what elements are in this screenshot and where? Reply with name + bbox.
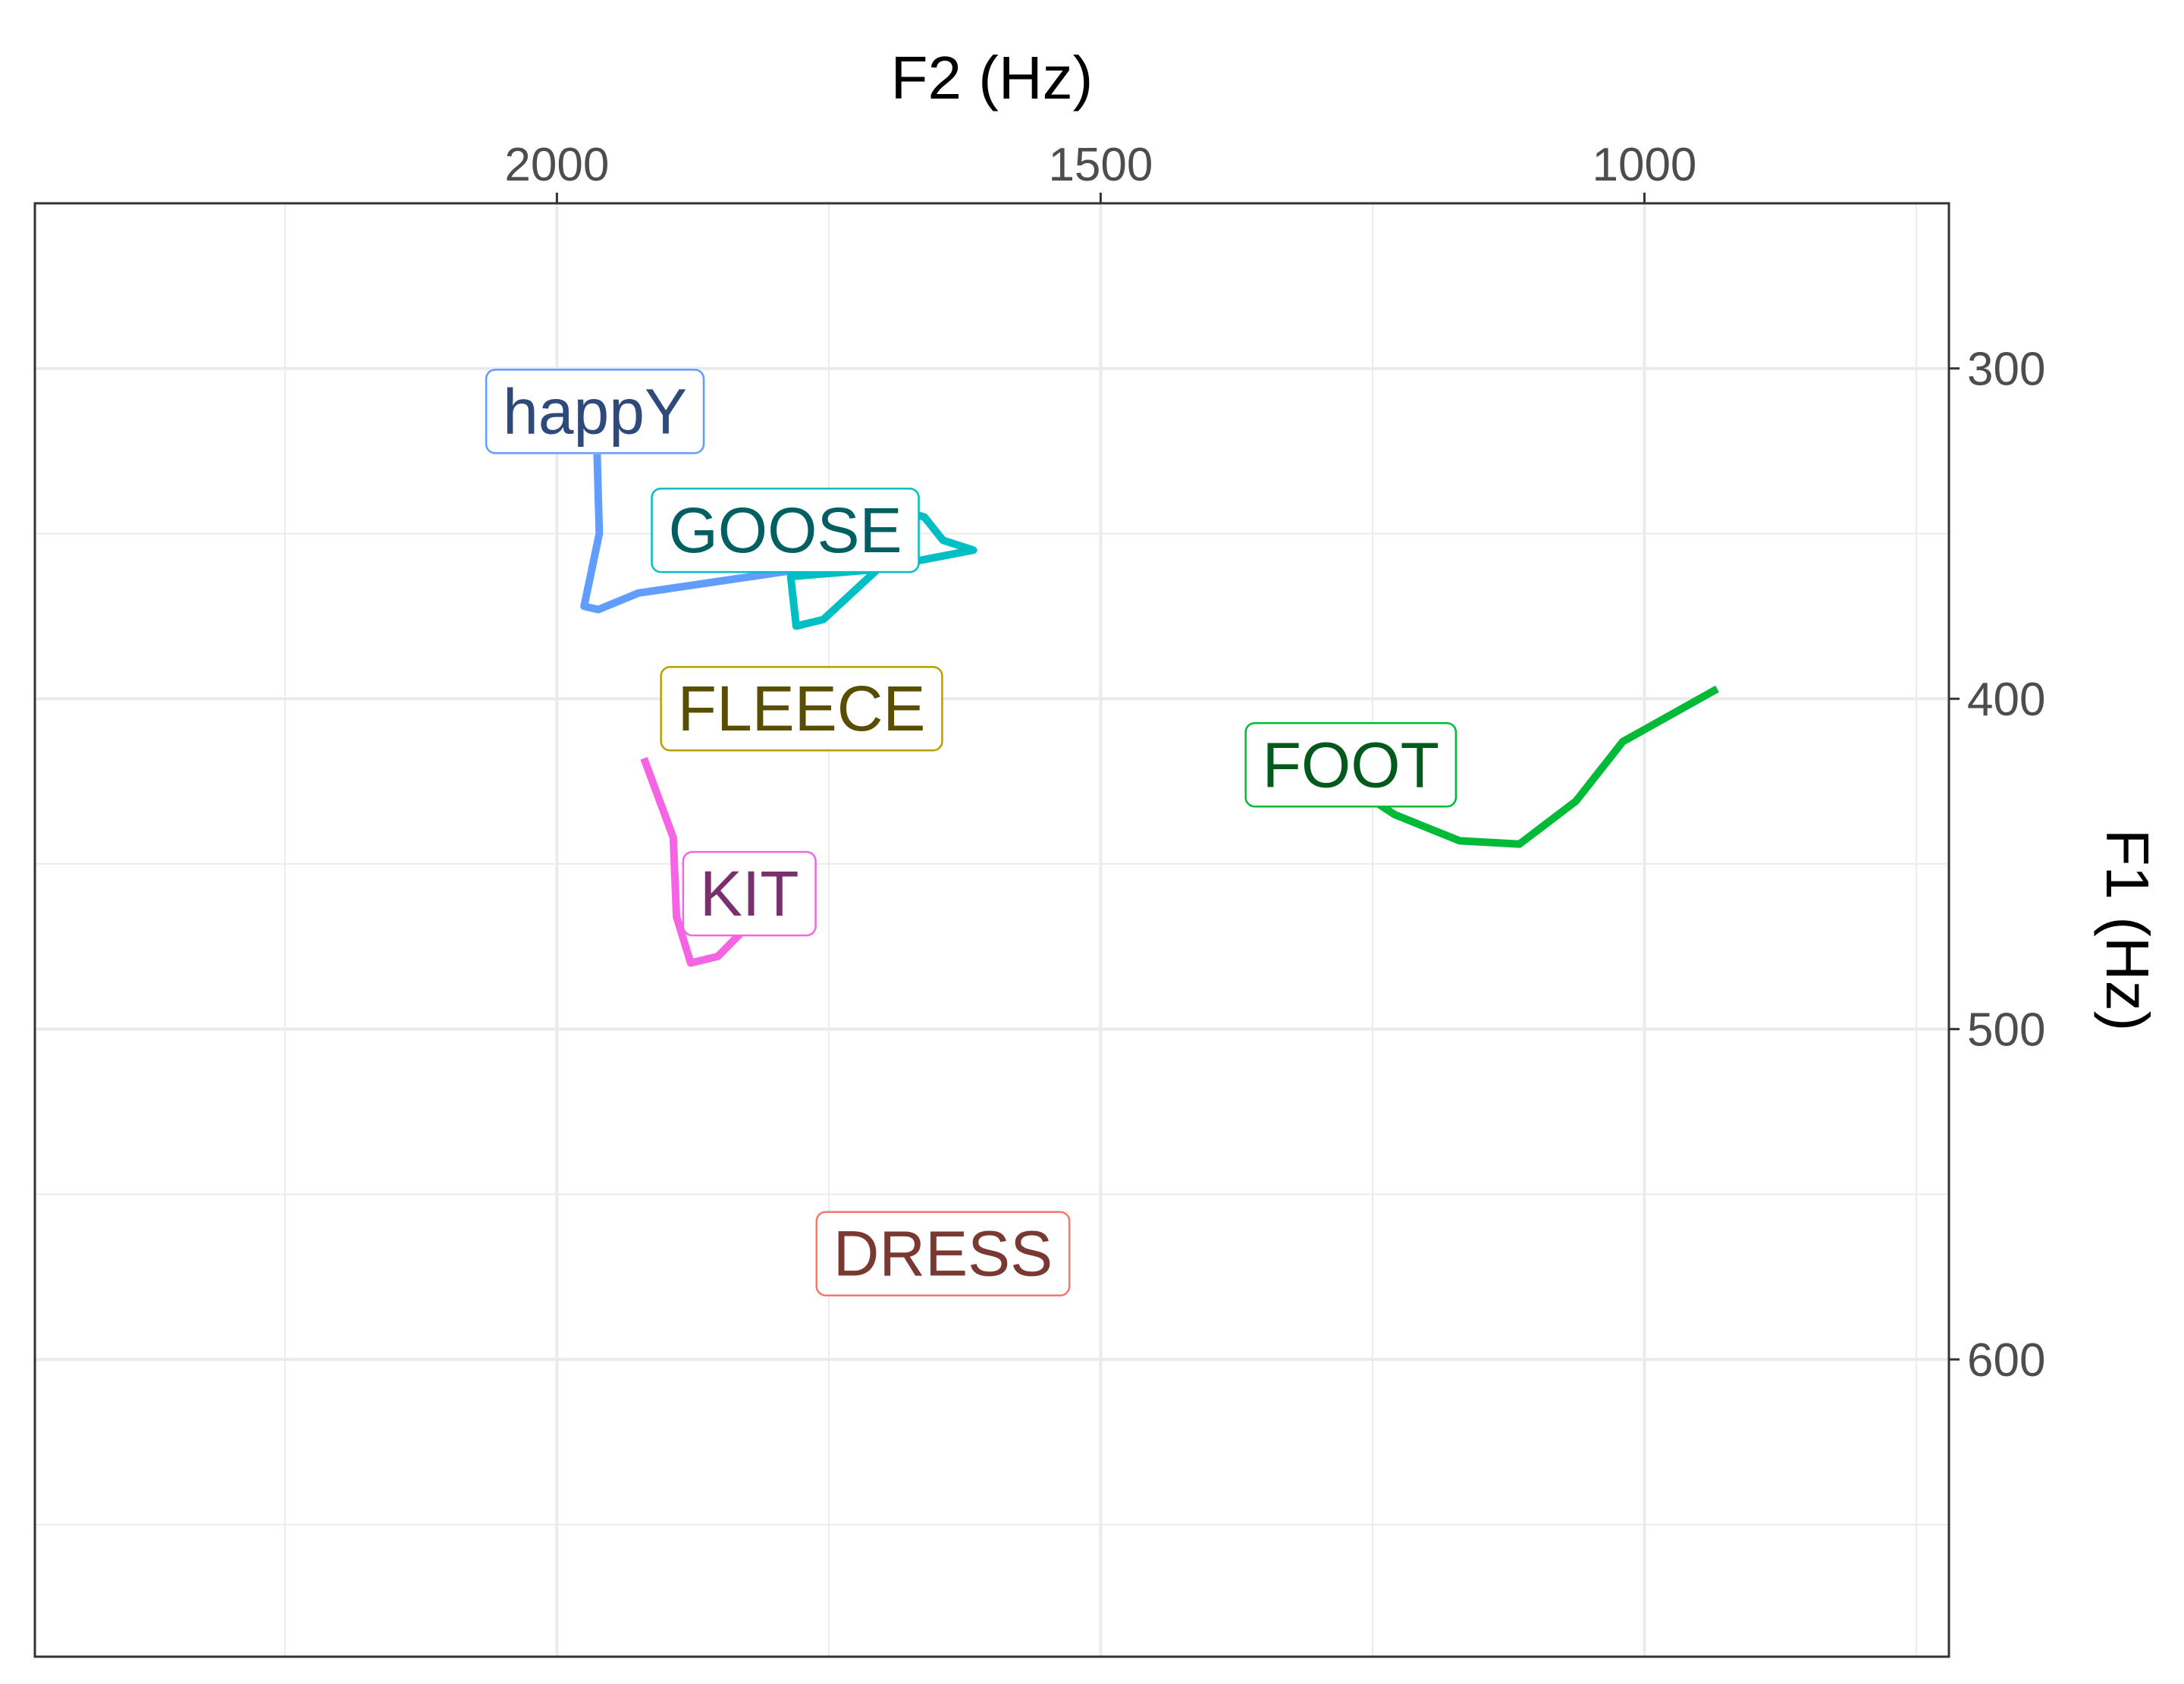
plot-panel-border [33,202,1950,1658]
series-label-box-foot [1244,722,1458,808]
series-label-kit: KIT [682,850,817,937]
y-tick-label: 300 [1967,344,2045,396]
series-label-text-foot: FOOT [1263,729,1439,800]
x-tick-label: 2000 [504,139,609,191]
series-label-goose: GOOSE [651,487,920,573]
series-label-text-fleece: FLEECE [678,673,926,744]
x-tick-label: 1000 [1592,139,1696,191]
series-labels: happY GOOSE FLEECE FOOT KIT DRESS [485,369,1458,1296]
series-label-happy: happY [485,369,705,454]
y-axis-title: F1 (Hz) [2094,829,2161,1032]
series-label-box-happy [485,369,705,454]
series-line-happy [580,454,797,614]
y-tick-label: 400 [1967,674,2045,726]
series-label-box-dress [815,1211,1071,1296]
series-label-text-happy: happY [503,375,687,447]
x-axis-top: 2000 1500 1000 [504,139,1696,203]
series-label-fleece: FLEECE [660,665,943,752]
series-label-box-goose [651,487,920,573]
series-line-kit [640,756,747,967]
plot-background [35,203,1949,1657]
y-tick-label: 500 [1967,1004,2045,1057]
series-label-text-goose: GOOSE [668,495,902,566]
x-tick-label: 1500 [1048,139,1153,191]
y-tick-label: 600 [1967,1334,2045,1387]
series-label-dress: DRESS [815,1211,1071,1296]
series-label-foot: FOOT [1244,722,1458,808]
series-label-text-kit: KIT [700,858,799,929]
series-label-text-dress: DRESS [833,1218,1053,1290]
series-label-box-fleece [660,665,943,752]
x-axis-title: F2 (Hz) [891,44,1094,112]
series-label-box-kit [682,850,817,937]
y-axis-right: 300 400 500 600 [1949,344,2045,1387]
grid-major [35,203,1949,1657]
